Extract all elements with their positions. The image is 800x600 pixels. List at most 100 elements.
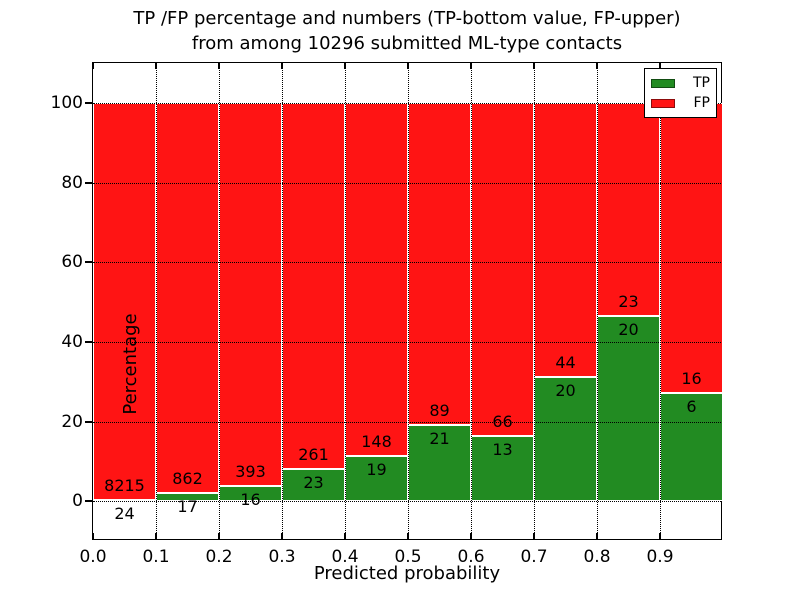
x-gridline (219, 63, 220, 539)
y-tick-mark (84, 500, 92, 503)
x-tick-label: 0.4 (331, 547, 359, 567)
tp-count-label: 6 (686, 396, 697, 416)
fp-count-label: 66 (492, 411, 513, 431)
x-gridline (597, 63, 598, 539)
fp-count-label: 44 (555, 352, 576, 372)
fp-count-label: 8215 (104, 476, 145, 495)
x-tick-mark (407, 63, 409, 69)
y-tick-label: 60 (61, 252, 83, 273)
y-tick-mark (84, 181, 92, 184)
x-tick-label: 0.9 (646, 547, 674, 567)
x-tick-mark (218, 533, 220, 539)
bar-segment-fp (597, 102, 660, 316)
x-axis-title: Predicted probability (92, 563, 722, 584)
fp-count-label: 393 (235, 461, 266, 481)
tp-count-label: 20 (618, 319, 639, 339)
x-axis-title-text: Predicted probability (313, 563, 501, 584)
bar-segment-fp (156, 102, 219, 494)
y-tick-label: 80 (61, 172, 83, 193)
tp-count-label: 19 (366, 459, 387, 479)
y-tick-mark (84, 261, 92, 264)
legend-swatch-fp (651, 98, 675, 108)
x-tick-mark (407, 533, 409, 539)
y-gridline (93, 501, 721, 503)
bar-segment-tp (471, 435, 534, 502)
x-tick-mark (344, 533, 346, 539)
legend-swatch-tp (651, 78, 675, 88)
bar-segment-fp (93, 102, 156, 500)
x-tick-mark (470, 63, 472, 69)
bar-segment-fp (408, 102, 471, 426)
x-tick-mark (218, 63, 220, 69)
y-gridline (93, 421, 721, 423)
y-tick-mark (84, 340, 92, 343)
tp-count-label: 20 (555, 380, 576, 400)
plot-area: 0.0 0.1 0.2 0.3 0.4 0.5 0.6 0.7 0.8 0.9 0 20 40 60 80 1… (51, 62, 723, 567)
bar-segment-tp (597, 315, 660, 502)
y-tick-mark (84, 420, 92, 423)
x-tick-mark (533, 63, 535, 69)
bar-segment-fp (282, 102, 345, 469)
fp-count-label: 23 (618, 291, 639, 311)
x-gridline (471, 63, 472, 539)
x-tick-mark (470, 533, 472, 539)
fp-count-label: 148 (361, 431, 392, 451)
x-tick-mark (155, 533, 157, 539)
x-tick-label: 0.8 (583, 547, 611, 567)
legend-label: TP (693, 75, 710, 91)
x-tick-mark (533, 533, 535, 539)
bar-segment-fp (534, 102, 597, 377)
x-tick-label: 0.1 (142, 547, 170, 567)
x-tick-mark (659, 533, 661, 539)
bar-segment-tp (282, 468, 345, 502)
x-tick-mark (344, 63, 346, 69)
fp-count-label: 862 (172, 469, 203, 489)
x-tick-label: 0.7 (520, 547, 548, 567)
x-gridline (282, 63, 283, 539)
x-tick-label: 0.0 (79, 547, 107, 567)
y-gridline (93, 182, 721, 184)
x-tick-label: 0.6 (457, 547, 485, 567)
x-gridline (534, 63, 535, 539)
x-tick-mark (92, 533, 94, 539)
x-gridline (345, 63, 346, 539)
x-tick-mark (92, 63, 94, 69)
x-tick-label: 0.5 (394, 547, 422, 567)
x-tick-mark (281, 533, 283, 539)
x-gridline (408, 63, 409, 539)
x-tick-mark (659, 63, 661, 69)
legend-item: FP (651, 93, 710, 113)
x-tick-mark (596, 533, 598, 539)
bar-segment-fp (345, 102, 408, 456)
y-tick-mark (84, 101, 92, 104)
x-gridline (660, 63, 661, 539)
y-gridline (93, 102, 721, 104)
tp-count-label: 13 (492, 439, 513, 459)
y-axis-title: Percentage (120, 264, 142, 464)
x-gridline (156, 63, 157, 539)
legend-label: FP (693, 95, 711, 111)
chart-title-line1: TP /FP percentage and numbers (TP-bottom… (133, 8, 681, 29)
tp-count-label: 16 (240, 489, 261, 509)
tp-count-label: 23 (303, 472, 324, 492)
y-tick-label: 0 (72, 491, 83, 512)
tp-count-label: 21 (429, 429, 450, 449)
tp-count-label: 24 (114, 504, 135, 523)
x-tick-label: 0.3 (268, 547, 296, 567)
y-gridline (93, 262, 721, 264)
x-tick-mark (155, 63, 157, 69)
x-tick-mark (596, 63, 598, 69)
x-tick-mark (281, 63, 283, 69)
bar-segment-tp (534, 376, 597, 502)
y-tick-label: 100 (50, 92, 83, 113)
fp-count-label: 16 (681, 368, 702, 388)
chart-title: TP /FP percentage and numbers (TP-bottom… (92, 6, 722, 56)
legend: TP FP (644, 68, 717, 118)
x-tick-label: 0.2 (205, 547, 233, 567)
chart-title-line2: from among 10296 submitted ML-type conta… (191, 33, 623, 54)
bar-segment-fp (660, 102, 723, 393)
fp-count-label: 89 (429, 401, 450, 421)
fp-count-label: 261 (298, 444, 329, 464)
legend-item: TP (651, 73, 710, 93)
